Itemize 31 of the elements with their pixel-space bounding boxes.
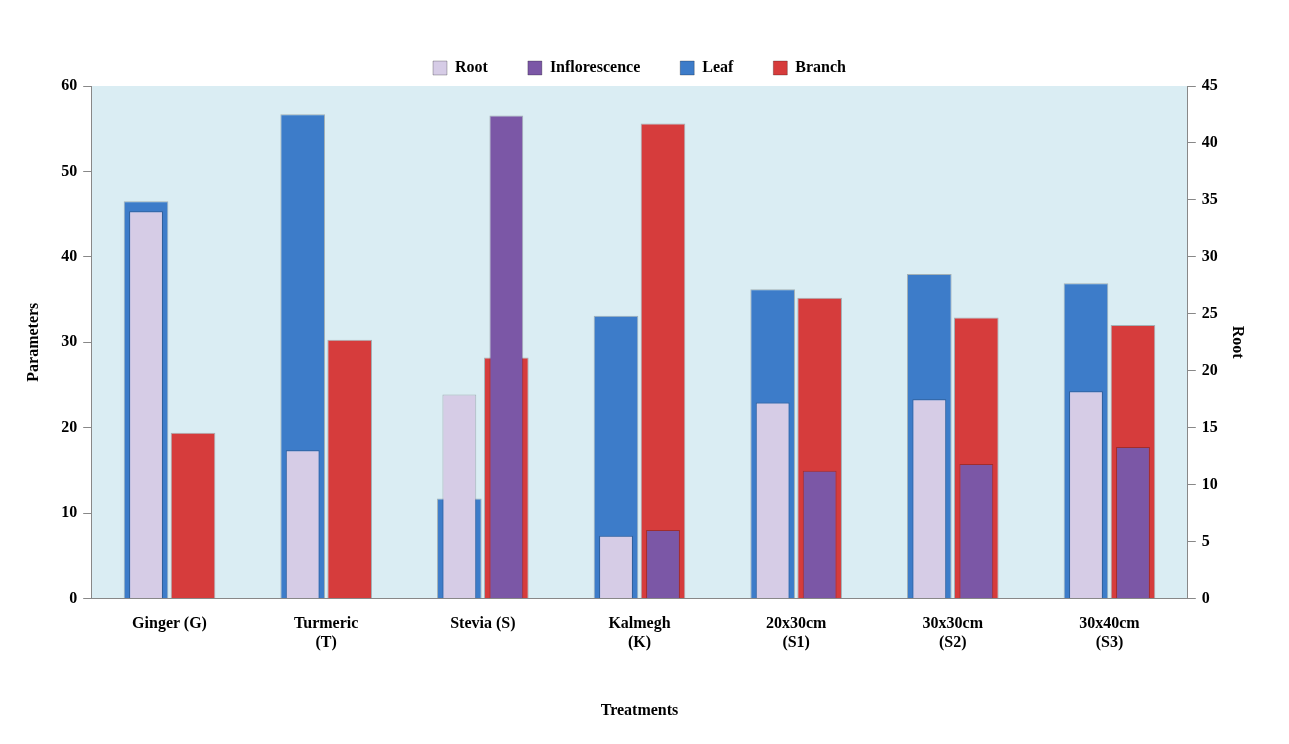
- legend-label: Root: [455, 58, 489, 76]
- y2-tick-label: 25: [1201, 303, 1218, 321]
- y-tick-label: 60: [61, 76, 78, 94]
- y-tick-label: 30: [61, 332, 78, 350]
- y2-axis-title: Root: [1230, 325, 1248, 360]
- y-tick-label: 40: [61, 246, 78, 264]
- legend-label: Branch: [795, 58, 847, 76]
- y2-tick-label: 20: [1201, 360, 1218, 378]
- legend-label: Leaf: [702, 58, 734, 76]
- y2-tick-label: 30: [1201, 246, 1218, 264]
- y2-tick-label: 0: [1201, 588, 1210, 606]
- x-tick-label: Turmeric (T): [294, 614, 359, 652]
- y-tick-label: 20: [61, 417, 78, 435]
- x-axis-title: Treatments: [600, 700, 679, 718]
- y2-tick-label: 15: [1201, 417, 1218, 435]
- y2-tick-label: 45: [1201, 76, 1218, 94]
- y-tick-label: 50: [61, 161, 78, 179]
- y-tick-label: 0: [69, 588, 78, 606]
- x-tick-label: Kalmegh (K): [608, 614, 671, 652]
- x-tick-label: 30x30cm (S2): [922, 614, 984, 652]
- x-tick-label: 30x40cm (S3): [1079, 614, 1141, 652]
- y-tick-label: 10: [61, 503, 78, 521]
- x-tick-label: Stevia (S): [450, 614, 516, 633]
- y2-tick-label: 40: [1201, 133, 1218, 151]
- y2-tick-label: 10: [1201, 474, 1218, 492]
- y-axis-title: Parameters: [23, 302, 41, 382]
- y2-tick-label: 5: [1201, 531, 1210, 549]
- x-tick-label: Ginger (G): [132, 614, 207, 633]
- legend-label: Inflorescence: [549, 58, 641, 76]
- y2-tick-label: 35: [1201, 190, 1218, 208]
- x-tick-label: 20x30cm (S1): [765, 614, 828, 652]
